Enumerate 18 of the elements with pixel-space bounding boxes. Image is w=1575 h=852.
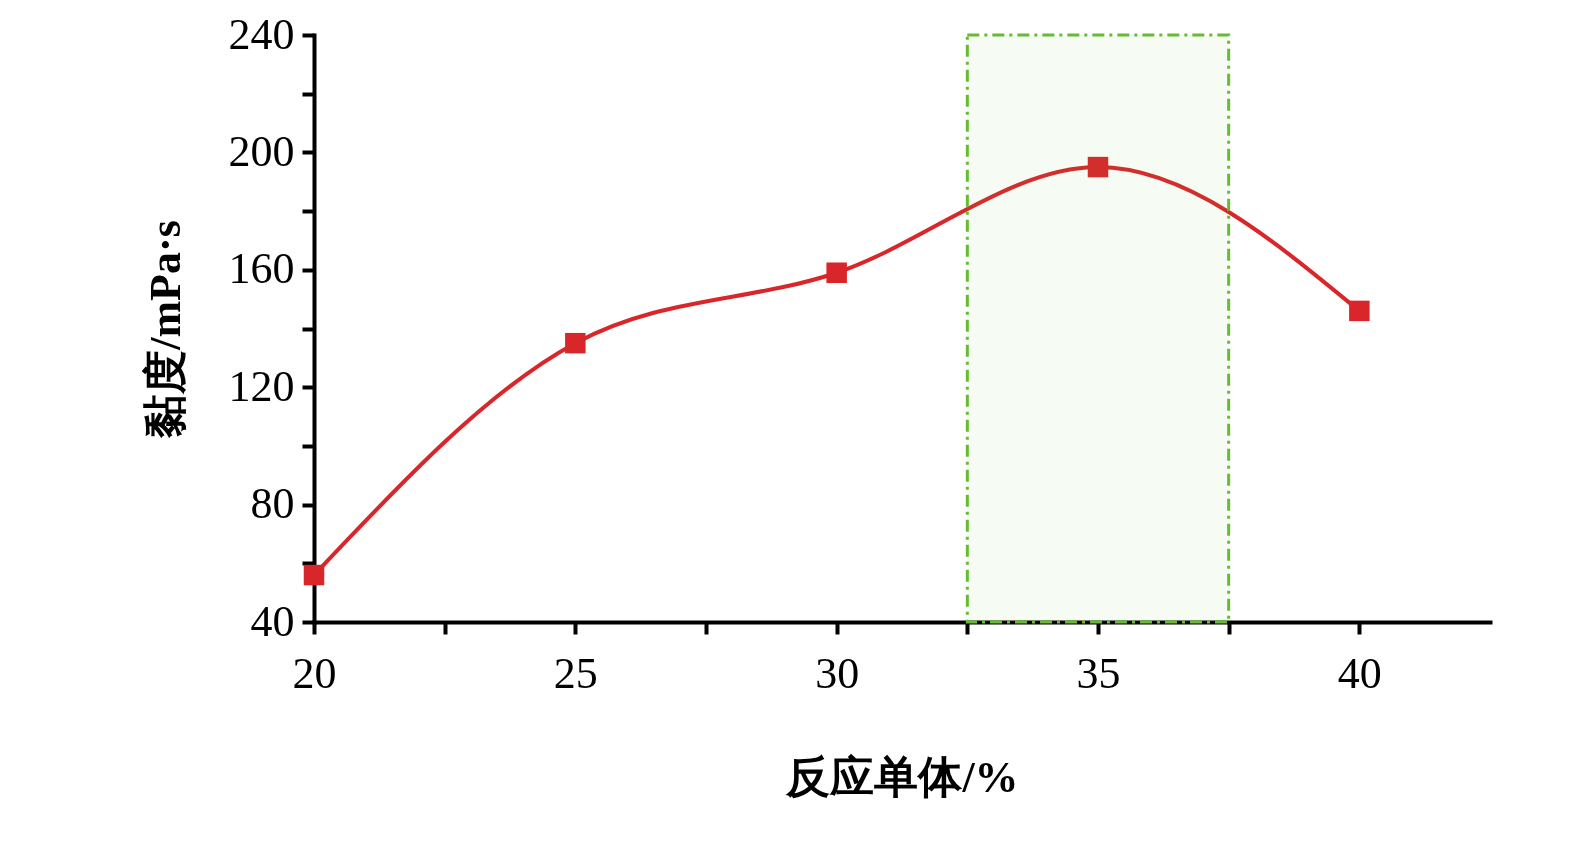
y-tick-label: 80 [250, 479, 295, 529]
point [565, 332, 586, 354]
point [1087, 156, 1109, 178]
x-axis-title: 反应单体/% [785, 752, 1019, 802]
x-tick-label: 25 [553, 648, 598, 698]
point [303, 564, 325, 586]
point [826, 262, 847, 283]
x-tick-label: 40 [1337, 648, 1382, 698]
y-tick-label: 200 [228, 126, 295, 176]
y-tick-label: 120 [228, 361, 295, 411]
y-tick-label: 240 [228, 9, 295, 59]
y-tick-label: 160 [228, 244, 295, 294]
y-tick-label: 40 [250, 596, 295, 646]
point [1349, 300, 1370, 322]
x-tick-label: 20 [292, 648, 337, 698]
y-axis-title: 黏度/mPa·s [140, 220, 190, 439]
x-tick-label: 30 [815, 648, 860, 698]
x-tick-label: 35 [1076, 648, 1121, 698]
